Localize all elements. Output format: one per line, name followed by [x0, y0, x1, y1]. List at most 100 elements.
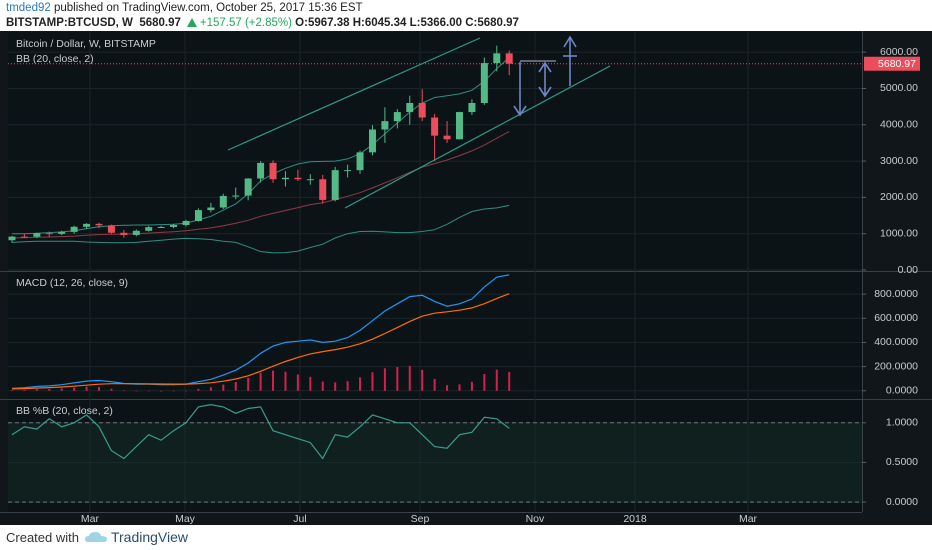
histogram-bar	[147, 390, 150, 392]
x-tick-label: Sep	[411, 513, 430, 525]
histogram-bar	[135, 390, 138, 392]
author[interactable]: tmded92	[6, 2, 51, 14]
histogram-bar	[421, 369, 424, 391]
candle-body	[344, 170, 352, 172]
histogram-bar	[85, 386, 88, 391]
y-tick-label: 200.0000	[874, 360, 918, 372]
logo	[84, 532, 107, 542]
candle-body	[70, 226, 78, 232]
candle-body	[58, 231, 66, 234]
drawings	[227, 35, 611, 209]
histogram-bar	[48, 389, 51, 391]
candle-body	[232, 195, 240, 197]
histogram-bar	[272, 370, 275, 391]
x-tick-label: Mar	[81, 513, 100, 525]
candle-body	[132, 230, 140, 235]
candle-body	[393, 112, 401, 122]
arrow-head	[513, 105, 527, 117]
candle-body	[207, 207, 215, 211]
candle-body	[33, 233, 41, 237]
histogram-bar	[247, 377, 250, 391]
histogram-bar	[309, 376, 312, 391]
candle-body	[244, 178, 252, 196]
pane-subtitle: BB (20, close, 2)	[16, 53, 94, 65]
candle-body	[443, 135, 451, 140]
last-price-box	[864, 56, 920, 71]
y-tick-label: 0.5000	[886, 456, 918, 468]
histogram-bar	[446, 385, 449, 391]
candle-body	[455, 112, 463, 140]
created-with: Created with	[6, 530, 79, 545]
pane-title: MACD (12, 26, close, 9)	[16, 277, 128, 289]
candle-body	[281, 177, 289, 180]
x-tick-label: Jul	[293, 513, 306, 525]
arrow-head	[538, 86, 552, 98]
histogram-bar	[172, 390, 175, 392]
histogram-bar	[185, 390, 188, 392]
published: published on TradingView.com, October 25…	[53, 2, 363, 14]
header: tmded92 published on TradingView.com, Oc…	[6, 1, 519, 31]
candle-body	[431, 117, 439, 136]
y-tick-label: 600.0000	[874, 312, 918, 324]
histogram-bar	[10, 390, 13, 391]
y-tick-label: 5000.00	[880, 82, 918, 94]
candle-body	[269, 162, 277, 180]
histogram-bar	[458, 384, 461, 391]
x-tick-label: 2018	[623, 513, 647, 525]
candle-body	[8, 236, 16, 241]
candle-body	[20, 236, 28, 238]
histogram-bar	[483, 373, 486, 391]
candle-body	[83, 223, 91, 227]
x-tick-label: Mar	[739, 513, 758, 525]
candle-body	[107, 225, 115, 233]
brand[interactable]: TradingView	[110, 529, 189, 545]
histogram-bar	[321, 381, 324, 391]
up-triangle	[186, 18, 197, 27]
y-tick-label: 0.0000	[886, 496, 918, 508]
histogram-bar	[209, 387, 212, 391]
candle-body	[145, 227, 153, 231]
x-tick-label: Nov	[526, 513, 545, 525]
histogram-bar	[35, 389, 38, 391]
series-line	[11, 403, 510, 460]
candle-body	[294, 177, 302, 180]
histogram-bar	[495, 369, 498, 391]
pane-title: Bitcoin / Dollar, W, BITSTAMP	[16, 38, 156, 50]
y-tick-label: 1000.00	[880, 227, 918, 239]
candle-body	[257, 162, 265, 179]
x-tick-label: May	[175, 513, 196, 525]
channel-line	[227, 37, 481, 151]
histogram-bar	[470, 381, 473, 391]
bb-basis	[11, 131, 510, 239]
histogram-bar	[60, 388, 63, 391]
candle-body	[418, 102, 426, 118]
histogram-bar	[234, 381, 237, 391]
header-line-1: tmded92 published on TradingView.com, Oc…	[6, 1, 519, 16]
candle-body	[368, 129, 376, 153]
histogram-bar	[371, 372, 374, 391]
y-tick-label: 6000.00	[880, 46, 918, 58]
histogram-bar	[408, 365, 411, 391]
y-tick-label: 2000.00	[880, 191, 918, 203]
logo-cloud	[84, 532, 107, 542]
histogram-bar	[259, 372, 262, 391]
histogram-bar	[122, 390, 125, 392]
candle-body	[319, 179, 327, 200]
histogram-bar	[160, 390, 163, 392]
y-tick-label: 4000.00	[880, 119, 918, 131]
candle-body	[194, 210, 202, 221]
arrow-head	[538, 61, 552, 73]
histogram-bar	[396, 366, 399, 391]
histogram-bar	[23, 389, 26, 391]
candle-body	[45, 233, 53, 235]
histogram-bar	[284, 371, 287, 391]
histogram-bar	[97, 387, 100, 391]
last-price-label: 5680.97	[878, 58, 916, 70]
histogram-bar	[296, 374, 299, 391]
histogram-bar	[222, 384, 225, 391]
channel-line	[344, 65, 611, 209]
y-tick-label: 0.0000	[886, 385, 918, 397]
candle-body	[406, 102, 414, 113]
pane-title: BB %B (20, close, 2)	[16, 405, 113, 417]
histogram-bar	[346, 381, 349, 391]
